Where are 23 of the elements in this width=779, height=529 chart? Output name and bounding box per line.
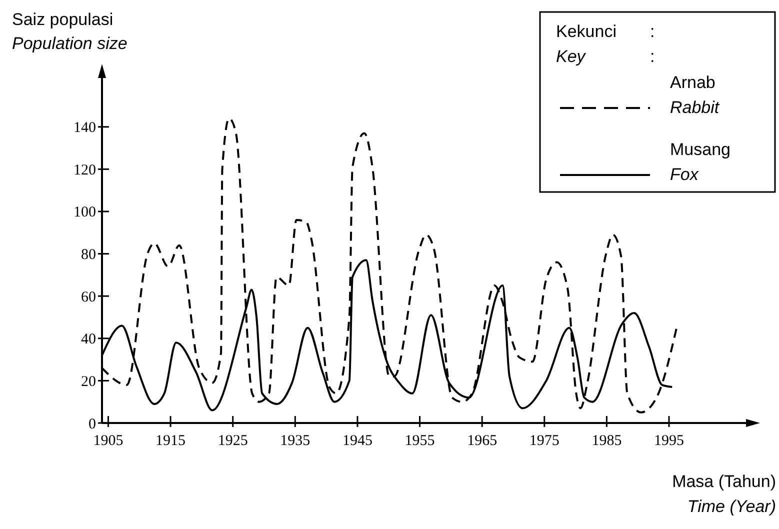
x-tick-label: 1965 (467, 433, 498, 449)
text: Kekunci : Key : (556, 22, 655, 66)
text: Musang Fox (670, 140, 730, 184)
x-tick-label: 1915 (156, 433, 186, 449)
x-tick-label: 1975 (529, 433, 560, 449)
y-axis-title: Saiz populasi Population size (12, 10, 128, 53)
x-axis-title: Masa (Tahun) Time (Year) (672, 472, 776, 516)
text: Arnab Rabbit (670, 73, 720, 117)
y-tick-label: 80 (81, 247, 96, 264)
y-tick-label: 120 (74, 162, 96, 178)
y-tick-label: 0 (88, 416, 96, 432)
x-tick-label: 1985 (592, 433, 622, 449)
x-tick-label: 1905 (93, 433, 124, 449)
y-tick-label: 60 (81, 289, 96, 306)
y-tick-label: 140 (74, 120, 96, 136)
x-tick-label: 1945 (342, 433, 372, 449)
x-tick-label: 1925 (218, 433, 248, 449)
y-tick-label: 20 (81, 374, 96, 390)
y-tick-label: 100 (74, 204, 96, 221)
x-tick-label: 1955 (404, 433, 435, 449)
y-tick-label: 40 (81, 332, 96, 348)
x-tick-label: 1995 (654, 433, 684, 449)
x-tick-label: 1935 (280, 433, 310, 449)
